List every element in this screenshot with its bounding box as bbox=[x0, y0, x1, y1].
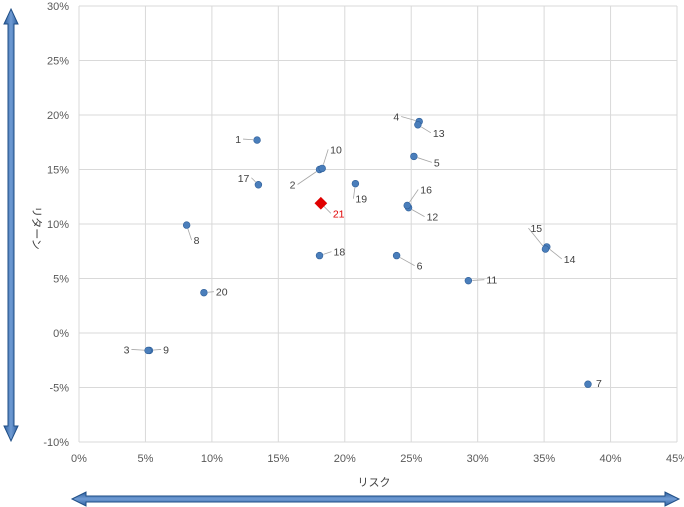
y-tick-labels: -10% -5% 0% 5% 10% 15% 20% 25% 30% bbox=[43, 1, 69, 449]
leader-line bbox=[207, 291, 214, 293]
data-point bbox=[392, 251, 401, 260]
data-point bbox=[403, 201, 411, 210]
leader-line bbox=[187, 228, 193, 241]
data-point-label: 18 bbox=[334, 247, 346, 259]
leader-line bbox=[323, 251, 332, 255]
horizontal-double-arrow bbox=[70, 491, 681, 507]
data-point-label: 19 bbox=[355, 194, 367, 206]
leader-line bbox=[251, 177, 256, 183]
leader-line bbox=[297, 171, 317, 185]
y-tick-label: 20% bbox=[47, 110, 69, 122]
x-tick-label: 40% bbox=[600, 453, 622, 465]
x-tick-label: 20% bbox=[334, 453, 356, 465]
leader-line bbox=[472, 279, 485, 281]
data-point bbox=[410, 152, 418, 161]
leader-line bbox=[131, 349, 146, 351]
leader-line bbox=[401, 116, 416, 121]
x-tick-label: 15% bbox=[267, 453, 289, 465]
data-point bbox=[584, 380, 592, 388]
y-tick-label: 30% bbox=[47, 1, 69, 13]
x-tick-label: 35% bbox=[533, 453, 555, 465]
leader-line bbox=[411, 209, 425, 217]
data-point bbox=[315, 251, 324, 260]
leader-line bbox=[417, 157, 433, 163]
data-point-label: 2 bbox=[290, 180, 296, 192]
y-tick-label: 0% bbox=[53, 328, 69, 340]
data-point-label: 3 bbox=[124, 344, 130, 356]
data-point-label: 13 bbox=[433, 128, 445, 140]
leader-line bbox=[399, 257, 415, 266]
data-point-label: 1 bbox=[235, 134, 241, 146]
x-tick-label: 30% bbox=[467, 453, 489, 465]
data-point-label: 14 bbox=[564, 254, 576, 266]
data-point-label: 4 bbox=[393, 112, 399, 124]
y-tick-label: 5% bbox=[53, 274, 69, 286]
y-tick-label: 10% bbox=[47, 219, 69, 231]
data-point-label: 20 bbox=[216, 287, 228, 299]
x-tick-labels: 0% 5% 10% 15% 20% 25% 30% 35% 40% 45% bbox=[71, 453, 684, 465]
data-point bbox=[253, 136, 261, 144]
leader-line bbox=[243, 138, 254, 141]
leader-line bbox=[152, 349, 162, 351]
data-point-label: 11 bbox=[486, 275, 497, 287]
y-tick-label: 25% bbox=[47, 56, 69, 68]
data-point bbox=[254, 181, 263, 189]
data-point-label: 10 bbox=[330, 144, 342, 156]
leader-line bbox=[323, 149, 329, 165]
data-point-label: 5 bbox=[434, 157, 440, 169]
data-point bbox=[318, 164, 326, 173]
data-point-label: 15 bbox=[530, 223, 542, 235]
data-point-label: 17 bbox=[238, 173, 250, 185]
x-tick-label: 45% bbox=[666, 453, 684, 465]
x-tick-label: 10% bbox=[201, 453, 223, 465]
leader-line bbox=[409, 189, 419, 203]
data-points bbox=[144, 117, 592, 388]
x-tick-label: 0% bbox=[71, 453, 87, 465]
vertical-double-arrow bbox=[3, 7, 19, 443]
y-tick-label: 15% bbox=[47, 165, 69, 177]
data-point bbox=[144, 346, 152, 355]
x-tick-label: 5% bbox=[137, 453, 153, 465]
gridlines bbox=[78, 5, 678, 443]
data-point-label: 12 bbox=[427, 212, 439, 224]
leader-line bbox=[353, 187, 356, 199]
data-point-label: 21 bbox=[333, 208, 345, 220]
data-point-label: 16 bbox=[420, 184, 432, 196]
data-point bbox=[351, 179, 360, 188]
data-point-label: 7 bbox=[596, 378, 602, 390]
data-point-label: 8 bbox=[194, 235, 200, 247]
leader-line bbox=[549, 249, 563, 260]
y-tick-label: -5% bbox=[49, 383, 69, 395]
x-tick-label: 25% bbox=[400, 453, 422, 465]
leader-line bbox=[323, 205, 332, 214]
y-tick-label: -10% bbox=[43, 437, 69, 449]
data-point-highlight bbox=[314, 196, 328, 210]
label-leader-lines bbox=[131, 116, 563, 351]
leader-line bbox=[421, 126, 432, 134]
data-point bbox=[182, 221, 191, 229]
data-point-label: 9 bbox=[163, 344, 169, 356]
y-axis-title: リターン bbox=[30, 206, 43, 249]
data-point-label: 6 bbox=[417, 261, 423, 273]
data-point bbox=[541, 245, 550, 253]
data-point bbox=[414, 121, 422, 129]
data-point bbox=[464, 276, 473, 285]
leader-line bbox=[528, 227, 544, 247]
x-axis-title: リスク bbox=[358, 476, 391, 489]
data-point bbox=[200, 288, 208, 297]
